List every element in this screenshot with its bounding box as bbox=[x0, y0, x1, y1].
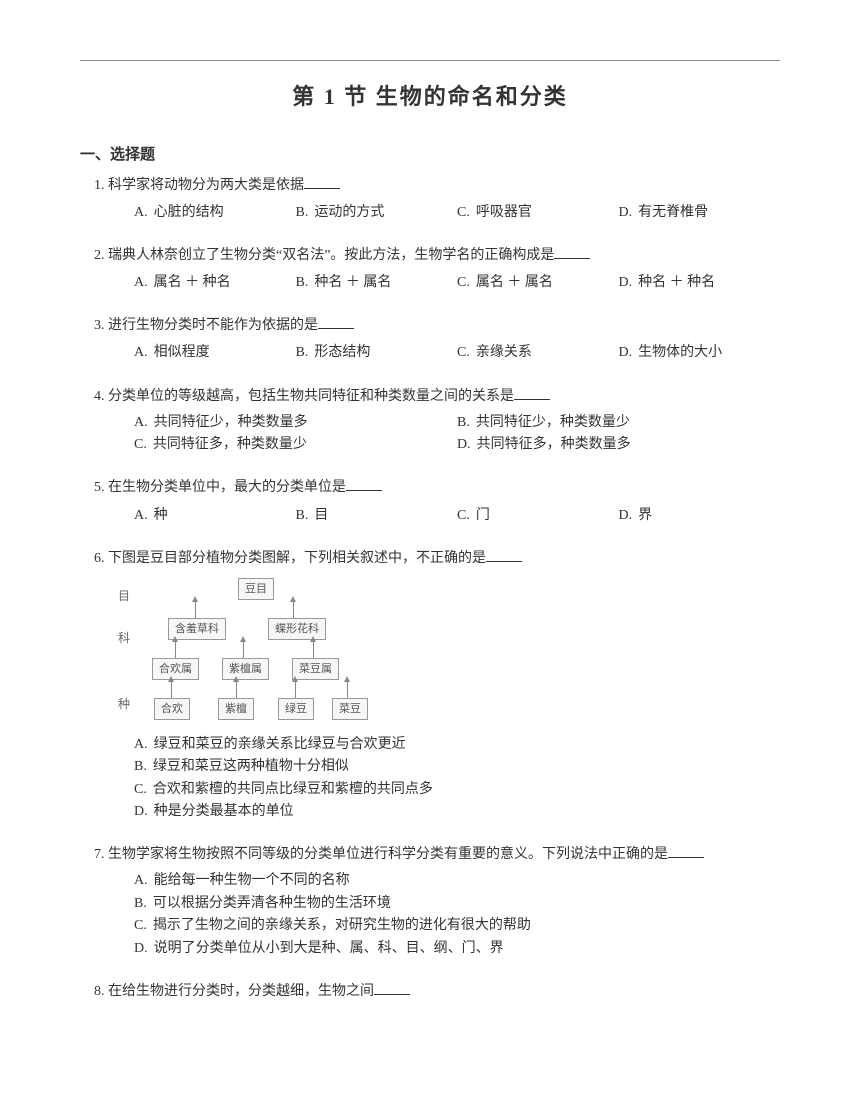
q2-opt-d[interactable]: D.种名 ＋ 种名 bbox=[619, 271, 781, 294]
q7-opt-d[interactable]: D.说明了分类单位从小到大是种、属、科、目、纲、门、界 bbox=[134, 938, 780, 960]
q5-opt-d[interactable]: D.界 bbox=[619, 504, 781, 527]
question-6: 6. 下图是豆目部分植物分类图解，下列相关叙述中，不正确的是 目 科 种 豆目 … bbox=[80, 547, 780, 824]
question-5: 5. 在生物分类单位中，最大的分类单位是 A.种 B.目 C.门 D.界 bbox=[80, 476, 780, 526]
section-heading: 一、选择题 bbox=[80, 143, 780, 164]
q4-opt-b[interactable]: B.共同特征少，种类数量少 bbox=[457, 412, 780, 434]
q7-options: A.能给每一种生物一个不同的名称 B.可以根据分类弄清各种生物的生活环境 C.揭… bbox=[94, 870, 780, 960]
tree-label-ke: 科 bbox=[118, 629, 130, 649]
question-3: 3. 进行生物分类时不能作为依据的是 A.相似程度 B.形态结构 C.亲缘关系 … bbox=[80, 314, 780, 364]
node-zitanshu: 紫檀属 bbox=[222, 658, 269, 680]
q2-opt-b[interactable]: B.种名 ＋ 属名 bbox=[296, 271, 458, 294]
node-diexinghuake: 蝶形花科 bbox=[268, 618, 326, 640]
q3-opt-b[interactable]: B.形态结构 bbox=[296, 341, 458, 364]
tree-label-zhong: 种 bbox=[118, 695, 130, 715]
q5-opt-b[interactable]: B.目 bbox=[296, 504, 458, 527]
q6-opt-d[interactable]: D.种是分类最基本的单位 bbox=[134, 801, 780, 823]
q1-text: 1. 科学家将动物分为两大类是依据 bbox=[94, 174, 780, 197]
q4-text: 4. 分类单位的等级越高，包括生物共同特征和种类数量之间的关系是 bbox=[94, 385, 780, 408]
q6-text: 6. 下图是豆目部分植物分类图解，下列相关叙述中，不正确的是 bbox=[94, 547, 780, 570]
q6-options: A.绿豆和菜豆的亲缘关系比绿豆与合欢更近 B.绿豆和菜豆这两种植物十分相似 C.… bbox=[94, 734, 780, 824]
q4-options: A.共同特征少，种类数量多 B.共同特征少，种类数量少 C.共同特征多，种类数量… bbox=[94, 412, 780, 457]
q4-opt-a[interactable]: A.共同特征少，种类数量多 bbox=[134, 412, 457, 434]
q3-text: 3. 进行生物分类时不能作为依据的是 bbox=[94, 314, 780, 337]
q4-opt-d[interactable]: D.共同特征多，种类数量多 bbox=[457, 434, 780, 456]
q5-opt-a[interactable]: A.种 bbox=[134, 504, 296, 527]
q3-opt-c[interactable]: C.亲缘关系 bbox=[457, 341, 619, 364]
q4-opt-c[interactable]: C.共同特征多，种类数量少 bbox=[134, 434, 457, 456]
node-hehuanshu: 合欢属 bbox=[152, 658, 199, 680]
q6-opt-c[interactable]: C.合欢和紫檀的共同点比绿豆和紫檀的共同点多 bbox=[134, 779, 780, 801]
q5-text: 5. 在生物分类单位中，最大的分类单位是 bbox=[94, 476, 780, 499]
node-zitan: 紫檀 bbox=[218, 698, 254, 720]
tree-row-labels: 目 科 种 bbox=[118, 576, 140, 726]
page-title: 第 1 节 生物的命名和分类 bbox=[80, 79, 780, 111]
q1-options: A.心脏的结构 B.运动的方式 C.呼吸器官 D.有无脊椎骨 bbox=[94, 201, 780, 224]
question-7: 7. 生物学家将生物按照不同等级的分类单位进行科学分类有重要的意义。下列说法中正… bbox=[80, 843, 780, 960]
node-doumu: 豆目 bbox=[238, 578, 274, 600]
q6-opt-a[interactable]: A.绿豆和菜豆的亲缘关系比绿豆与合欢更近 bbox=[134, 734, 780, 756]
q3-options: A.相似程度 B.形态结构 C.亲缘关系 D.生物体的大小 bbox=[94, 341, 780, 364]
q6-tree-diagram: 目 科 种 豆目 含羞草科 蝶形花科 合欢属 紫檀属 菜豆属 合欢 紫檀 绿豆 … bbox=[118, 576, 780, 726]
q2-opt-c[interactable]: C.属名 ＋ 属名 bbox=[457, 271, 619, 294]
q1-opt-c[interactable]: C.呼吸器官 bbox=[457, 201, 619, 224]
question-1: 1. 科学家将动物分为两大类是依据 A.心脏的结构 B.运动的方式 C.呼吸器官… bbox=[80, 174, 780, 224]
q7-opt-b[interactable]: B.可以根据分类弄清各种生物的生活环境 bbox=[134, 893, 780, 915]
q7-opt-c[interactable]: C.揭示了生物之间的亲缘关系，对研究生物的进化有很大的帮助 bbox=[134, 915, 780, 937]
question-4: 4. 分类单位的等级越高，包括生物共同特征和种类数量之间的关系是 A.共同特征少… bbox=[80, 385, 780, 457]
q5-opt-c[interactable]: C.门 bbox=[457, 504, 619, 527]
node-caidoushu: 菜豆属 bbox=[292, 658, 339, 680]
tree-label-mu: 目 bbox=[118, 587, 130, 607]
q1-opt-a[interactable]: A.心脏的结构 bbox=[134, 201, 296, 224]
q3-opt-d[interactable]: D.生物体的大小 bbox=[619, 341, 781, 364]
q1-opt-d[interactable]: D.有无脊椎骨 bbox=[619, 201, 781, 224]
q2-options: A.属名 ＋ 种名 B.种名 ＋ 属名 C.属名 ＋ 属名 D.种名 ＋ 种名 bbox=[94, 271, 780, 294]
q6-opt-b[interactable]: B.绿豆和菜豆这两种植物十分相似 bbox=[134, 756, 780, 778]
q8-text: 8. 在给生物进行分类时，分类越细，生物之间 bbox=[94, 980, 780, 1003]
node-lvdou: 绿豆 bbox=[278, 698, 314, 720]
q7-text: 7. 生物学家将生物按照不同等级的分类单位进行科学分类有重要的意义。下列说法中正… bbox=[94, 843, 780, 866]
q2-text: 2. 瑞典人林奈创立了生物分类“双名法”。按此方法，生物学名的正确构成是 bbox=[94, 244, 780, 267]
q7-opt-a[interactable]: A.能给每一种生物一个不同的名称 bbox=[134, 870, 780, 892]
question-2: 2. 瑞典人林奈创立了生物分类“双名法”。按此方法，生物学名的正确构成是 A.属… bbox=[80, 244, 780, 294]
q2-opt-a[interactable]: A.属名 ＋ 种名 bbox=[134, 271, 296, 294]
q3-opt-a[interactable]: A.相似程度 bbox=[134, 341, 296, 364]
q1-opt-b[interactable]: B.运动的方式 bbox=[296, 201, 458, 224]
tree-body: 豆目 含羞草科 蝶形花科 合欢属 紫檀属 菜豆属 合欢 紫檀 绿豆 菜豆 bbox=[140, 576, 390, 726]
node-hehuan: 合欢 bbox=[154, 698, 190, 720]
node-caidou: 菜豆 bbox=[332, 698, 368, 720]
top-rule bbox=[80, 60, 780, 61]
question-8: 8. 在给生物进行分类时，分类越细，生物之间 bbox=[80, 980, 780, 1003]
q5-options: A.种 B.目 C.门 D.界 bbox=[94, 504, 780, 527]
